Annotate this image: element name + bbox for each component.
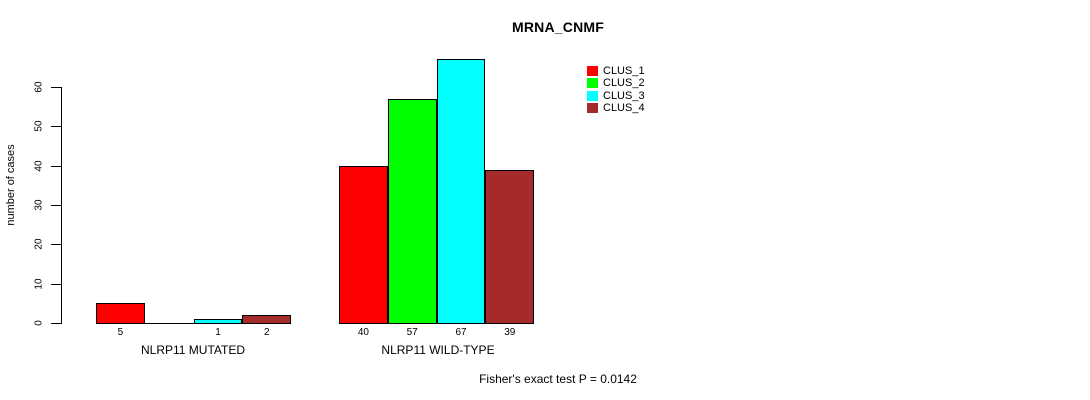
y-axis-line xyxy=(61,87,62,324)
bar-clus_1-group0 xyxy=(96,303,145,324)
y-axis-tick-label: 0 xyxy=(33,320,45,326)
chart-title: MRNA_CNMF xyxy=(511,19,604,35)
legend-label: CLUS_4 xyxy=(603,101,645,114)
bar-value-label: 40 xyxy=(357,327,369,338)
legend-item-clus_4: CLUS_4 xyxy=(587,101,645,114)
chart-legend: CLUS_1 CLUS_2 CLUS_3 CLUS_4 xyxy=(587,66,645,115)
y-axis-tick-label: 60 xyxy=(33,81,45,93)
legend-swatch-clus_4 xyxy=(587,102,598,113)
y-axis-tick-label: 10 xyxy=(33,278,45,290)
bar-value-label: 67 xyxy=(455,327,467,338)
legend-label: CLUS_2 xyxy=(603,77,645,90)
legend-item-clus_3: CLUS_3 xyxy=(587,89,645,102)
bar-value-label: 1 xyxy=(215,327,221,338)
statistical-test-annotation: Fisher's exact test P = 0.0142 xyxy=(479,372,637,386)
bar-clus_4-group1 xyxy=(485,169,535,324)
y-axis-tick xyxy=(51,244,61,246)
bar-value-label: 57 xyxy=(406,327,418,338)
y-axis-title: number of cases xyxy=(5,144,17,226)
x-category-label-wild-type: NLRP11 WILD-TYPE xyxy=(381,343,495,357)
y-axis-tick xyxy=(51,87,61,88)
legend-item-clus_1: CLUS_1 xyxy=(587,65,645,77)
x-category-label-mutated: NLRP11 MUTATED xyxy=(140,343,246,357)
y-axis-tick xyxy=(51,165,61,167)
y-axis-tick xyxy=(51,323,61,324)
y-axis-tick xyxy=(51,205,61,206)
y-axis-tick-label: 30 xyxy=(33,199,45,211)
legend-swatch-clus_1 xyxy=(587,66,598,76)
legend-item-clus_2: CLUS_2 xyxy=(587,77,645,90)
legend-swatch-clus_3 xyxy=(587,90,598,101)
legend-swatch-clus_2 xyxy=(587,78,598,89)
bar-value-label: 2 xyxy=(264,327,270,338)
bar-value-label: 5 xyxy=(117,327,124,338)
bar-clus_3-group0 xyxy=(193,319,243,324)
y-axis-tick xyxy=(51,126,61,128)
bar-clus_1-group1 xyxy=(339,165,388,324)
y-axis-tick-label: 50 xyxy=(33,120,45,132)
legend-label: CLUS_3 xyxy=(603,89,645,102)
y-axis-tick-label: 20 xyxy=(33,238,45,250)
bar-clus_2-group1 xyxy=(387,98,437,324)
bar-clus_3-group1 xyxy=(436,59,486,324)
y-axis-tick-label: 40 xyxy=(33,160,45,172)
bar-clus_4-group0 xyxy=(242,315,292,324)
y-axis-tick xyxy=(51,283,61,285)
bar-value-label: 39 xyxy=(504,327,516,338)
legend-label: CLUS_1 xyxy=(603,65,645,77)
